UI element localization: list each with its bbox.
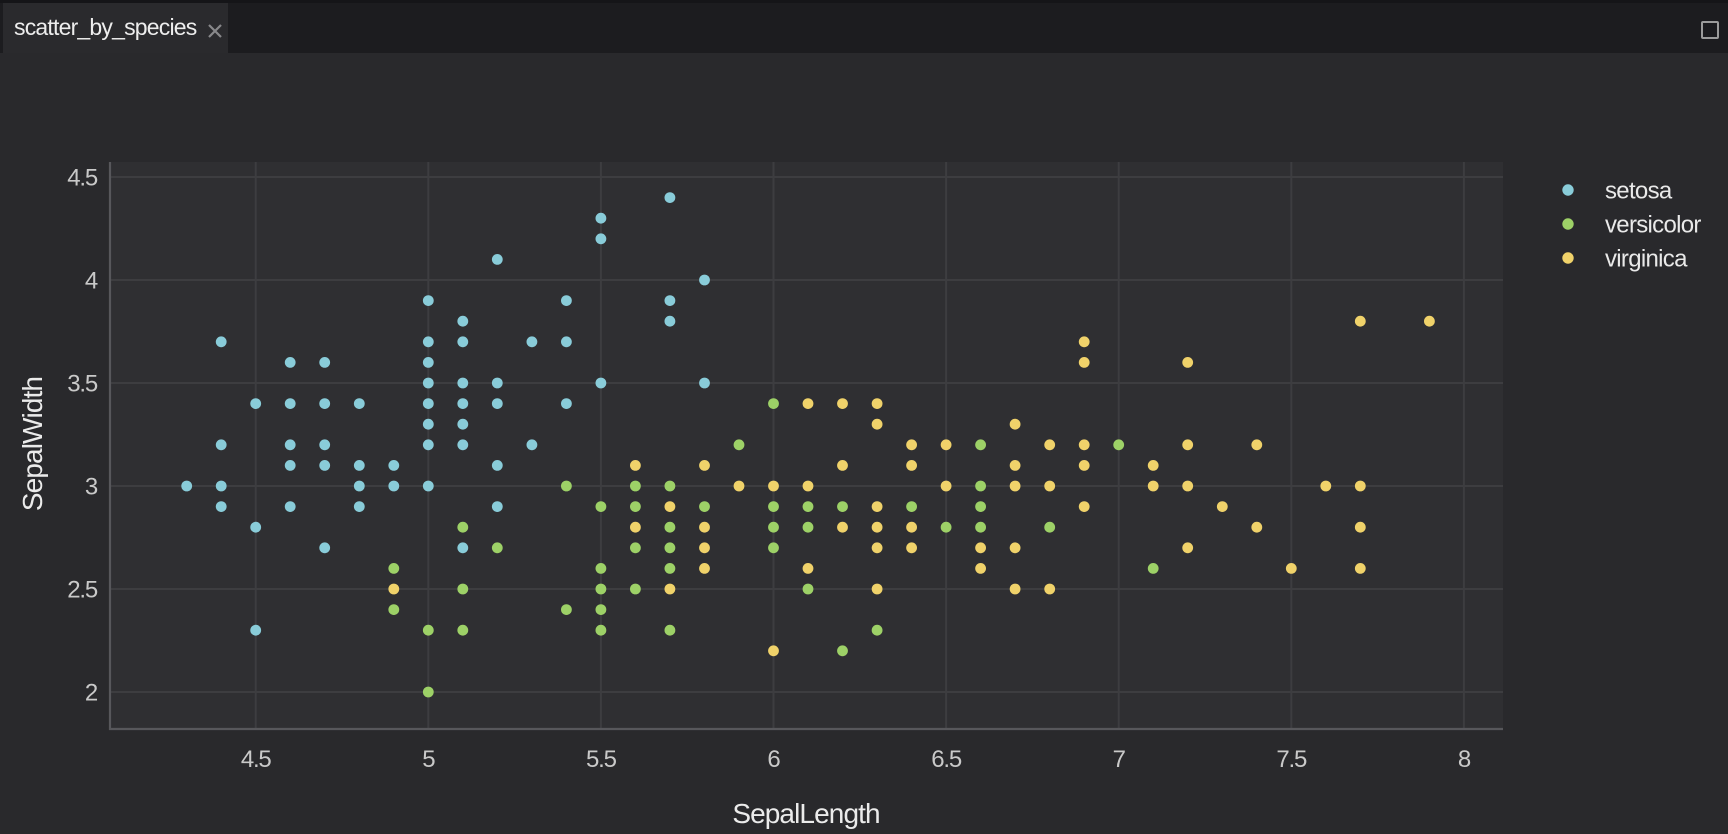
svg-text:7: 7 [1113, 746, 1126, 773]
svg-text:SepalWidth: SepalWidth [17, 377, 48, 511]
svg-text:4: 4 [85, 267, 98, 294]
svg-text:3.5: 3.5 [67, 370, 98, 397]
svg-text:5: 5 [422, 746, 435, 773]
svg-text:4.5: 4.5 [67, 164, 98, 191]
svg-text:4.5: 4.5 [241, 746, 272, 773]
svg-text:SepalLength: SepalLength [732, 798, 879, 829]
svg-text:virginica: virginica [1605, 245, 1688, 272]
svg-text:setosa: setosa [1605, 177, 1673, 204]
svg-text:6: 6 [767, 746, 780, 773]
svg-text:2.5: 2.5 [67, 576, 98, 603]
svg-text:3: 3 [85, 473, 98, 500]
svg-text:versicolor: versicolor [1605, 211, 1701, 238]
svg-text:8: 8 [1458, 746, 1471, 773]
svg-text:5.5: 5.5 [586, 746, 617, 773]
svg-text:7.5: 7.5 [1276, 746, 1307, 773]
svg-text:6.5: 6.5 [931, 746, 962, 773]
svg-text:2: 2 [85, 679, 98, 706]
